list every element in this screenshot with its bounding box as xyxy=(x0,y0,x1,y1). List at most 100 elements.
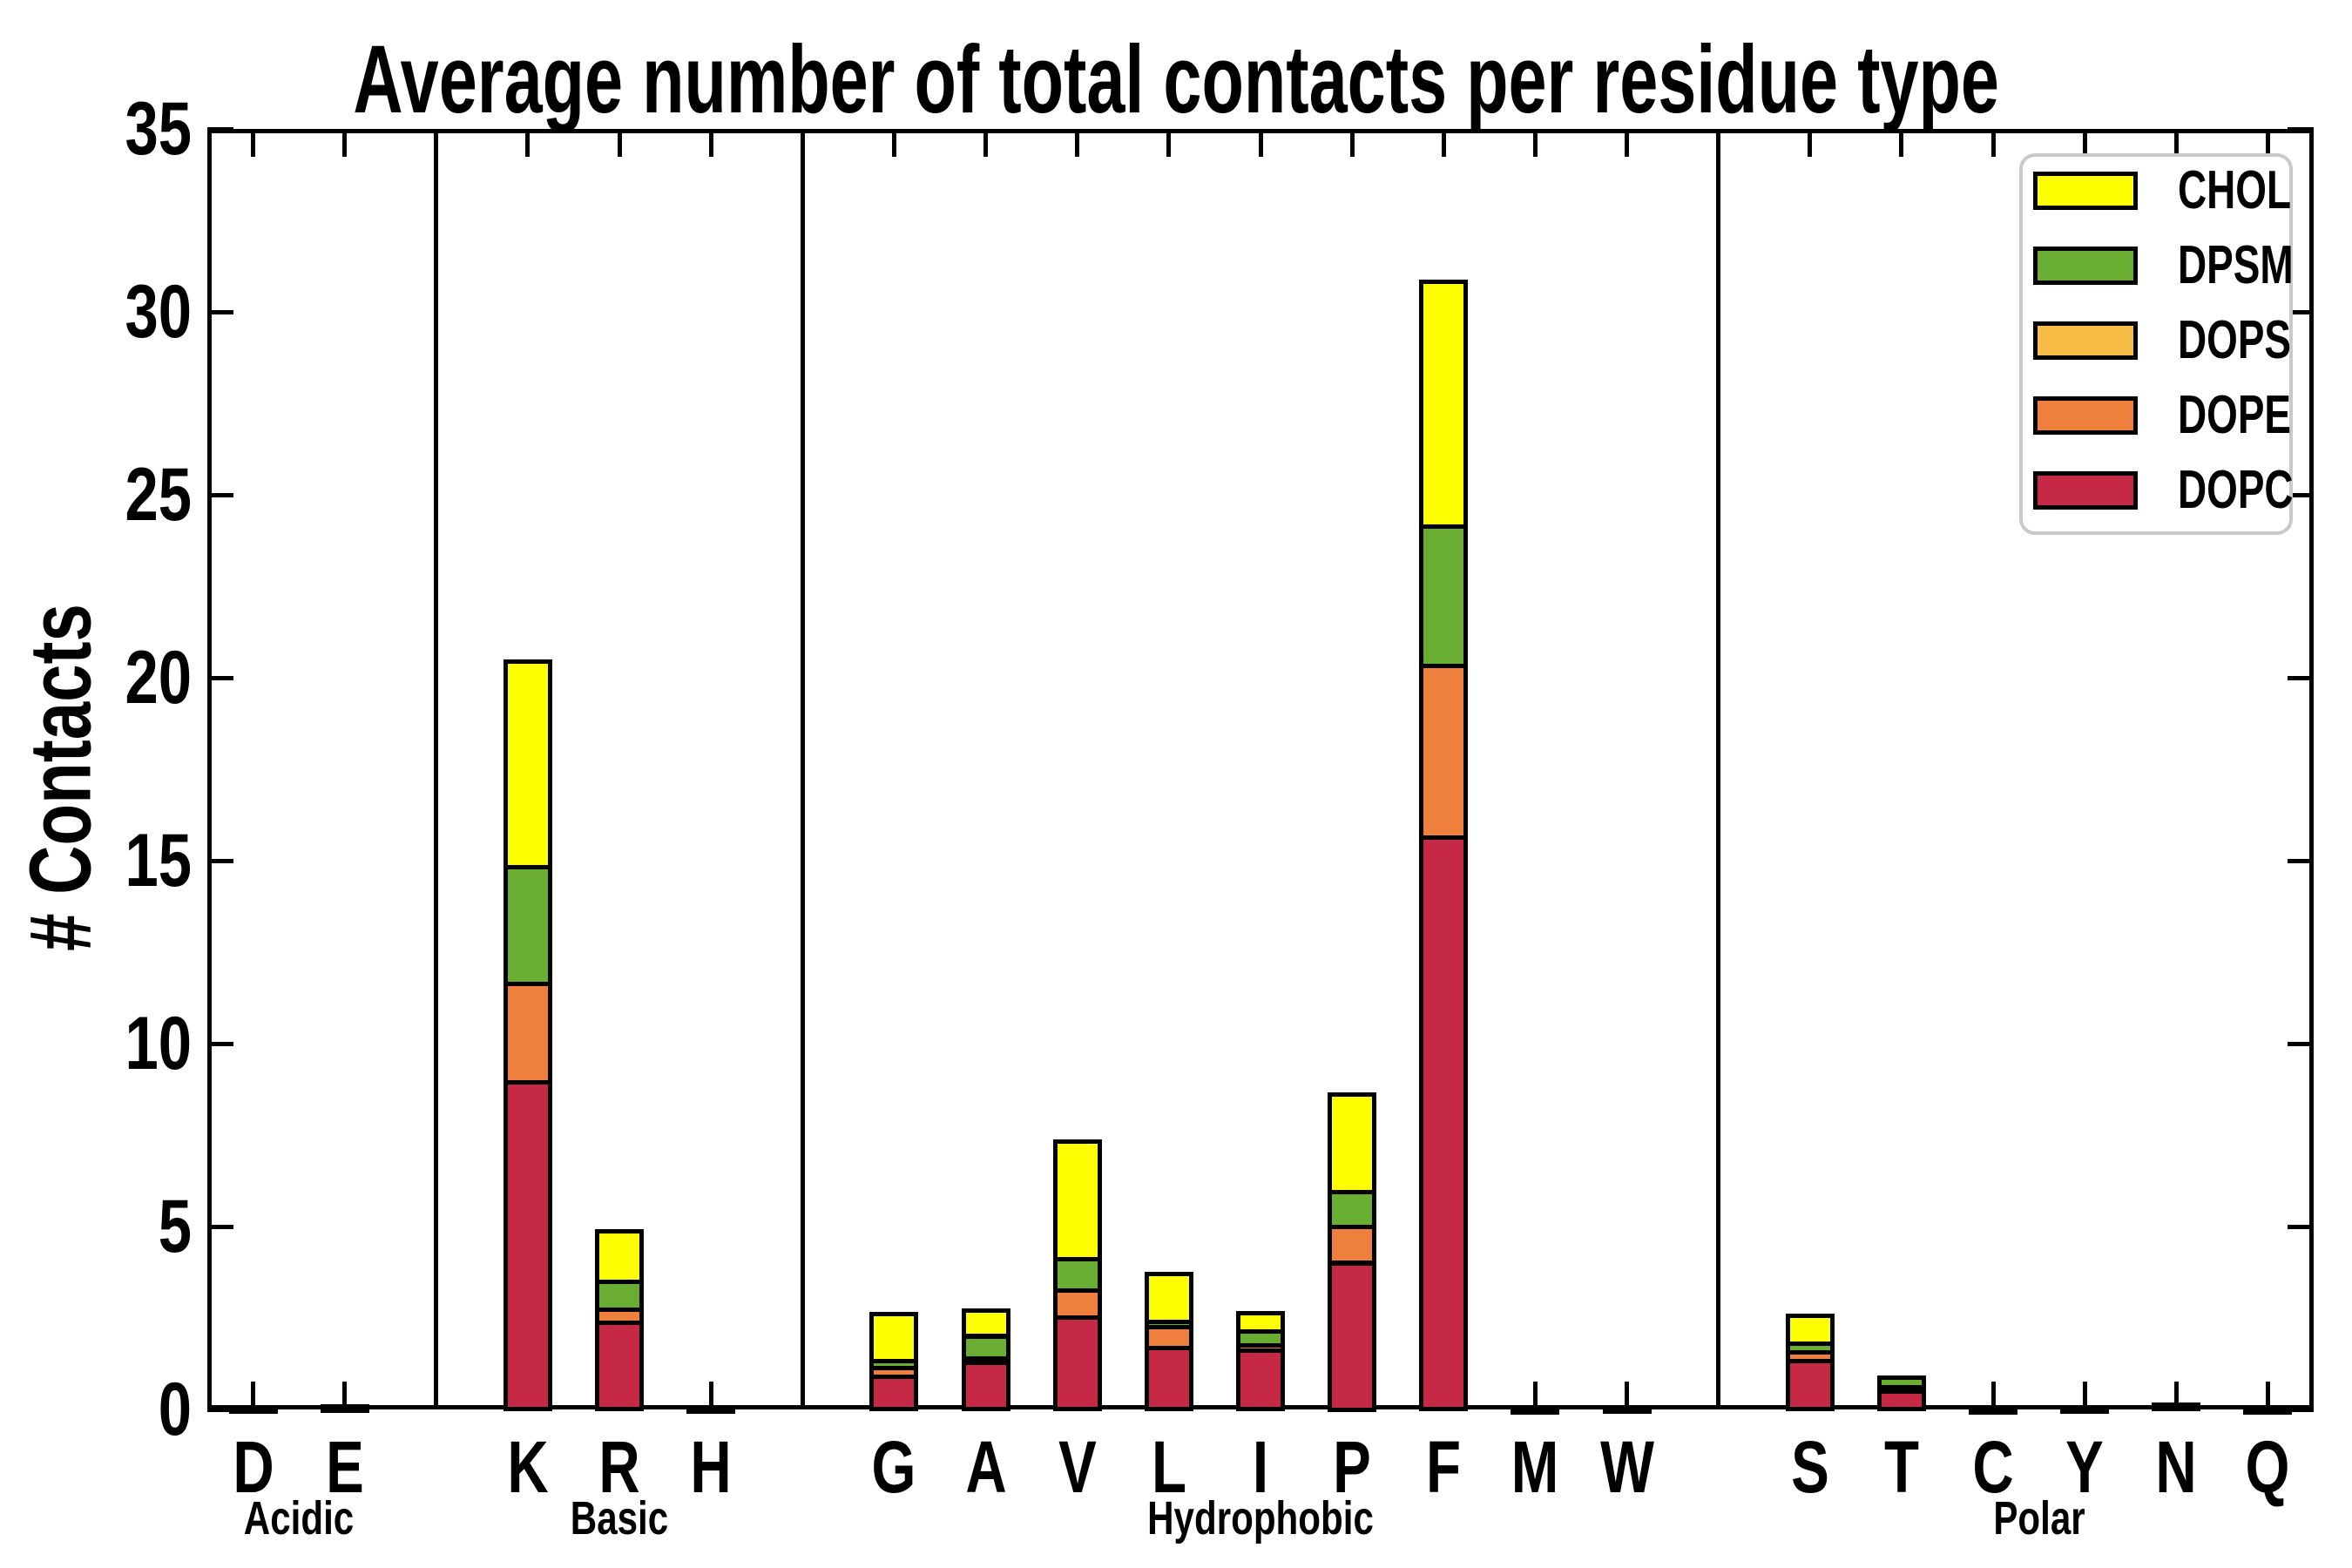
x-tick-top xyxy=(2173,129,2179,157)
legend-label-DOPS: DOPS xyxy=(2178,310,2292,370)
x-tick-label-T: T xyxy=(1883,1426,1919,1508)
bar-segment-V-DOPC xyxy=(1052,1315,1102,1412)
x-tick-label-Y: Y xyxy=(2065,1426,2105,1508)
bar-segment-P-DOPE xyxy=(1328,1225,1377,1266)
x-tick-label-K: K xyxy=(507,1426,549,1508)
bar-segment-A-DOPC xyxy=(961,1358,1010,1412)
y-tick-left xyxy=(207,492,233,497)
legend-swatch-DOPS xyxy=(2033,321,2138,360)
bar-segment-V-DOPE xyxy=(1052,1288,1102,1320)
x-tick-top xyxy=(525,129,531,157)
y-tick-right xyxy=(2288,675,2314,680)
bar-segment-P-CHOL xyxy=(1328,1092,1377,1195)
y-tick-right xyxy=(2288,309,2314,314)
x-tick-bottom xyxy=(1625,1382,1630,1409)
x-tick-label-A: A xyxy=(964,1426,1007,1508)
bar-segment-F-CHOL xyxy=(1419,279,1469,529)
x-tick-label-D: D xyxy=(232,1426,274,1508)
x-tick-top xyxy=(1625,129,1630,157)
x-tick-label-R: R xyxy=(598,1426,640,1508)
x-tick-label-L: L xyxy=(1151,1426,1186,1508)
x-tick-bottom xyxy=(251,1382,256,1409)
bar-segment-I-CHOL xyxy=(1236,1311,1285,1334)
x-tick-top xyxy=(617,129,622,157)
x-tick-top xyxy=(1258,129,1263,157)
bar-segment-V-DPSM xyxy=(1052,1257,1102,1294)
y-tick-left xyxy=(207,1041,233,1046)
x-tick-label-V: V xyxy=(1058,1426,1097,1508)
x-tick-top xyxy=(983,129,989,157)
x-tick-label-E: E xyxy=(325,1426,364,1508)
x-tick-label-N: N xyxy=(2155,1426,2197,1508)
bar-segment-R-DPSM xyxy=(595,1280,645,1313)
bar-segment-Q-DOPC xyxy=(2243,1406,2293,1416)
bar-segment-V-CHOL xyxy=(1052,1139,1102,1262)
y-tick-label: 10 xyxy=(125,1002,192,1085)
legend-label-DOPE: DOPE xyxy=(2178,385,2292,445)
y-tick-label: 35 xyxy=(125,87,192,171)
y-tick-left xyxy=(207,858,233,863)
legend-label-CHOL: CHOL xyxy=(2178,160,2291,220)
y-tick-left xyxy=(207,1407,233,1412)
x-tick-top xyxy=(2265,129,2270,157)
x-tick-label-H: H xyxy=(690,1426,732,1508)
chart-title: Average number of total contacts per res… xyxy=(0,24,2352,135)
x-tick-bottom xyxy=(708,1382,713,1409)
bar-segment-I-DOPC xyxy=(1236,1348,1285,1412)
x-tick-top xyxy=(1441,129,1446,157)
y-tick-left xyxy=(207,675,233,680)
group-label-Polar: Polar xyxy=(1992,1492,2085,1544)
x-tick-label-W: W xyxy=(1599,1426,1654,1508)
bar-segment-K-CHOL xyxy=(503,659,552,870)
y-tick-left xyxy=(207,1224,233,1229)
x-tick-top xyxy=(1808,129,1813,157)
y-tick-right xyxy=(2288,1407,2314,1412)
bar-segment-L-DOPC xyxy=(1144,1345,1193,1412)
bar-segment-S-CHOL xyxy=(1785,1314,1835,1347)
bar-segment-T-DPSM xyxy=(1876,1375,1926,1390)
y-tick-right xyxy=(2288,858,2314,863)
x-tick-top xyxy=(342,129,348,157)
legend-swatch-CHOL xyxy=(2033,172,2138,210)
x-tick-label-P: P xyxy=(1333,1426,1371,1508)
bar-segment-E-DOPC xyxy=(320,1404,369,1414)
x-tick-top xyxy=(891,129,896,157)
x-tick-bottom xyxy=(342,1382,348,1409)
bar-segment-K-DPSM xyxy=(503,865,552,987)
y-tick-right xyxy=(2288,1041,2314,1046)
y-tick-label: 30 xyxy=(125,270,192,354)
x-tick-label-C: C xyxy=(1972,1426,2014,1508)
x-tick-top xyxy=(2082,129,2087,157)
bar-segment-F-DOPE xyxy=(1419,664,1469,840)
x-tick-label-F: F xyxy=(1426,1426,1462,1508)
legend-swatch-DOPE xyxy=(2033,396,2138,435)
bar-segment-R-DOPC xyxy=(595,1321,645,1412)
x-tick-top xyxy=(1349,129,1355,157)
bar-segment-N-DOPC xyxy=(2152,1402,2201,1412)
y-tick-label: 15 xyxy=(125,819,192,902)
bar-segment-G-CHOL xyxy=(869,1312,919,1363)
x-tick-bottom xyxy=(2265,1382,2270,1409)
x-tick-bottom xyxy=(2173,1382,2179,1409)
y-tick-right xyxy=(2288,126,2314,132)
group-label-Hydrophobic: Hydrophobic xyxy=(1147,1492,1374,1544)
group-separator-line xyxy=(434,129,439,1409)
y-tick-right xyxy=(2288,492,2314,497)
y-tick-label: 20 xyxy=(125,636,192,720)
x-tick-top xyxy=(1166,129,1172,157)
x-tick-label-I: I xyxy=(1252,1426,1269,1508)
bar-segment-F-DOPC xyxy=(1419,835,1469,1412)
bar-segment-H-DOPC xyxy=(686,1404,736,1414)
y-tick-left xyxy=(207,309,233,314)
bar-segment-F-DPSM xyxy=(1419,524,1469,669)
bar-segment-P-DPSM xyxy=(1328,1190,1377,1230)
group-separator-line xyxy=(800,129,805,1409)
y-tick-label: 5 xyxy=(158,1185,192,1268)
x-tick-bottom xyxy=(2082,1382,2087,1409)
bar-segment-K-DOPE xyxy=(503,982,552,1085)
bar-segment-D-DOPC xyxy=(228,1404,278,1414)
x-tick-top xyxy=(708,129,713,157)
bar-segment-G-DOPC xyxy=(869,1374,919,1412)
x-tick-bottom xyxy=(1990,1382,1996,1409)
